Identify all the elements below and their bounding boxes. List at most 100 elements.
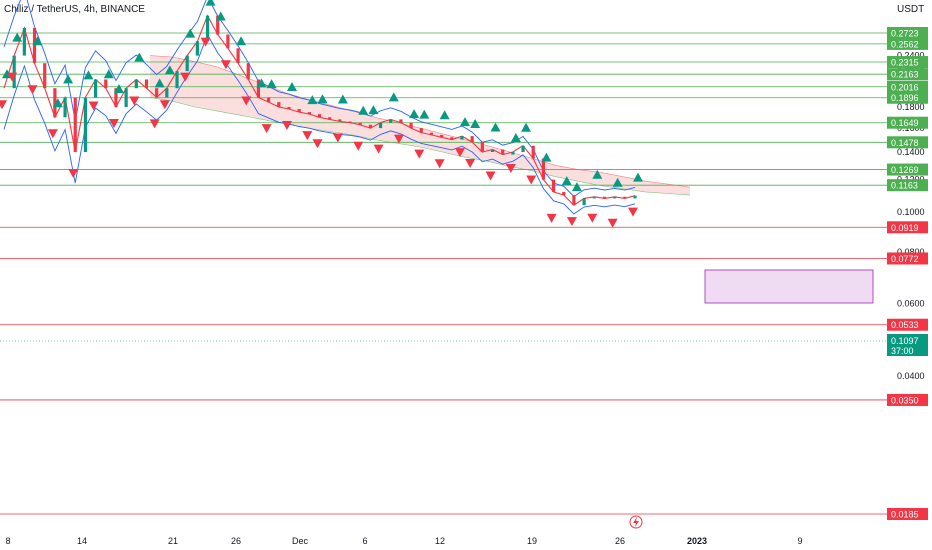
resistance-level-tag-label: 0.0533 xyxy=(891,320,919,330)
sell-signal-marker xyxy=(0,100,7,110)
candle xyxy=(297,109,301,113)
buy-signal-marker xyxy=(185,28,196,38)
candle xyxy=(531,145,535,159)
candle xyxy=(470,136,474,143)
resistance-level-tag-label: 0.0350 xyxy=(891,395,919,405)
sell-signal-marker xyxy=(7,72,18,82)
x-tick-label: 26 xyxy=(615,536,625,546)
buy-signal-marker xyxy=(541,152,552,162)
support-level-tag-label: 0.1163 xyxy=(891,181,918,191)
current-price-countdown: 37:00 xyxy=(891,346,914,356)
candle xyxy=(399,119,403,123)
candle xyxy=(480,142,484,152)
bollinger-bands xyxy=(3,0,636,215)
support-level-tag: 0.2315 xyxy=(887,56,928,69)
candle xyxy=(511,151,515,155)
y-tick-label: 0.1400 xyxy=(897,147,925,157)
sell-signal-marker xyxy=(302,131,313,141)
candle xyxy=(226,34,230,49)
candle xyxy=(307,112,311,115)
buy-signal-marker xyxy=(236,36,247,46)
x-tick-label: 14 xyxy=(77,536,87,546)
sell-signal-marker xyxy=(129,96,140,106)
cloud-upper-edge xyxy=(149,55,691,188)
buy-signal-marker xyxy=(32,36,43,46)
candle xyxy=(613,196,617,199)
sell-signal-marker xyxy=(47,129,58,139)
candle xyxy=(562,191,566,196)
candle xyxy=(501,149,505,155)
resistance-level-tag-label: 0.0185 xyxy=(891,510,919,520)
candle xyxy=(521,145,525,152)
buy-signal-marker xyxy=(154,78,165,88)
candle xyxy=(582,198,586,206)
currency-label: USDT xyxy=(897,4,925,15)
candle xyxy=(267,97,271,103)
buy-signal-marker xyxy=(470,119,481,129)
y-tick-label: 0.0600 xyxy=(897,299,925,309)
candle xyxy=(236,48,240,64)
candle xyxy=(429,132,434,135)
support-level-tag-label: 0.2315 xyxy=(891,58,919,68)
candle xyxy=(317,114,322,118)
current-price-value: 0.1097 xyxy=(891,336,919,346)
ichimoku-cloud xyxy=(149,55,691,196)
buy-signal-marker xyxy=(337,94,348,104)
sell-signal-marker xyxy=(180,72,191,82)
candle xyxy=(348,121,352,123)
sell-signal-marker xyxy=(434,159,445,169)
cloud-lower-edge xyxy=(149,97,691,196)
lightning-icon[interactable] xyxy=(629,515,643,529)
support-level-tag: 0.2016 xyxy=(887,80,928,93)
time-axis[interactable]: 8 14 21 26 Dec 6 12 19 26 2023 9 xyxy=(5,536,802,546)
buy-signal-marker xyxy=(134,52,145,62)
candle xyxy=(419,128,423,133)
support-level-tag-label: 0.2163 xyxy=(891,70,919,80)
support-level-tag: 0.2562 xyxy=(887,37,928,50)
sell-signal-marker xyxy=(607,218,618,228)
x-tick-label: 21 xyxy=(168,536,178,546)
sell-signal-marker xyxy=(628,207,638,217)
candle xyxy=(83,97,88,152)
candle xyxy=(43,63,47,89)
sell-signal-marker xyxy=(108,119,119,129)
candle xyxy=(165,88,169,98)
buy-signal-marker xyxy=(510,132,521,142)
support-level-tag: 0.1896 xyxy=(887,91,928,104)
candle xyxy=(124,88,128,108)
resistance-level-tag: 0.0185 xyxy=(887,508,928,520)
support-level-tag-label: 0.2723 xyxy=(891,29,919,39)
y-tick-label: 0.0400 xyxy=(897,371,925,381)
sell-signal-marker xyxy=(220,60,231,70)
buy-signal-marker xyxy=(286,82,297,92)
support-level-tag-label: 0.2016 xyxy=(891,82,919,92)
candle xyxy=(205,15,210,42)
sell-signal-marker xyxy=(68,168,79,178)
candle xyxy=(246,63,250,80)
buy-signal-marker xyxy=(358,105,369,115)
resistance-level-tag-label: 0.0772 xyxy=(891,254,919,264)
candle xyxy=(551,179,556,192)
support-level-tag-label: 0.1896 xyxy=(891,93,919,103)
buy-signal-marker xyxy=(490,122,501,132)
bollinger-lower xyxy=(3,33,636,215)
sell-signal-marker xyxy=(393,134,404,144)
candle xyxy=(32,28,37,64)
sell-signal-marker xyxy=(312,139,323,149)
candle xyxy=(328,117,332,120)
candle xyxy=(633,195,637,199)
candle xyxy=(409,122,413,129)
buy-signal-marker xyxy=(561,176,572,186)
candle xyxy=(114,88,118,108)
sell-signal-marker xyxy=(149,119,160,129)
buy-signal-marker xyxy=(409,109,420,119)
resistance-level-tag: 0.0772 xyxy=(887,252,928,265)
candle xyxy=(592,196,596,199)
support-level-tag-label: 0.1269 xyxy=(891,165,919,175)
highlight-box[interactable] xyxy=(704,269,874,304)
resistance-level-tag: 0.0919 xyxy=(887,221,928,234)
candle xyxy=(53,88,57,118)
candle xyxy=(602,196,607,199)
